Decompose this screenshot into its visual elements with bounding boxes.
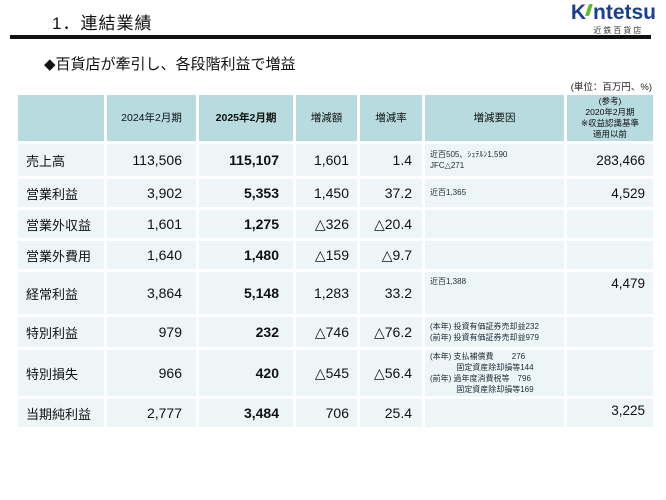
column-header-change: 増減額 (296, 95, 357, 141)
kintetsu-accent-icon (585, 4, 593, 16)
cell-change: 1,450 (296, 179, 357, 207)
cell-ref2020: 4,479 (567, 272, 653, 314)
cell-factors: 近百1,388 (425, 272, 564, 314)
cell-ref2020: 4,529 (567, 179, 653, 207)
column-header-blank (18, 95, 104, 141)
subtitle: ◆百貨店が牽引し、各段階利益で増益 (44, 56, 296, 73)
cell-factors: 近百505、ｼｭﾃﾙﾝ1,590 JFC△271 (425, 144, 564, 176)
row-label: 経常利益 (18, 272, 104, 314)
cell-fy2025: 420 (199, 350, 293, 396)
row-label: 営業外費用 (18, 241, 104, 269)
column-header-factors: 増減要因 (425, 95, 564, 141)
table-row-sales: 売上高 113,506 115,107 1,601 1.4 近百505、ｼｭﾃﾙ… (18, 144, 653, 176)
cell-change-rate: △9.7 (360, 241, 422, 269)
results-table: 2024年2月期 2025年2月期 増減額 増減率 増減要因 (参考) 2020… (15, 92, 656, 430)
cell-factors (425, 210, 564, 238)
table-row-non-operating-income: 営業外収益 1,601 1,275 △326 △20.4 (18, 210, 653, 238)
cell-factors (425, 241, 564, 269)
row-label: 当期純利益 (18, 399, 104, 427)
cell-factors: 近百1,365 (425, 179, 564, 207)
column-header-fy2024: 2024年2月期 (107, 95, 196, 141)
cell-change-rate: △20.4 (360, 210, 422, 238)
row-label: 特別損失 (18, 350, 104, 396)
cell-factors: (本年) 投資有価証券売却益232 (前年) 投資有価証券売却益979 (425, 317, 564, 347)
cell-ref2020: 283,466 (567, 144, 653, 176)
header-row: 2024年2月期 2025年2月期 増減額 増減率 増減要因 (参考) 2020… (18, 95, 653, 141)
cell-fy2025: 232 (199, 317, 293, 347)
row-label: 売上高 (18, 144, 104, 176)
cell-ref2020 (567, 317, 653, 347)
cell-change-rate: 1.4 (360, 144, 422, 176)
row-label: 営業利益 (18, 179, 104, 207)
row-label: 営業外収益 (18, 210, 104, 238)
cell-ref2020 (567, 241, 653, 269)
cell-fy2024: 979 (107, 317, 196, 347)
cell-fy2024: 1,640 (107, 241, 196, 269)
table-row-extraordinary-loss: 特別損失 966 420 △545 △56.4 (本年) 支払補償費 276 固… (18, 350, 653, 396)
unit-note: (単位：百万円、%) (570, 82, 652, 93)
cell-factors (425, 399, 564, 427)
cell-change: △326 (296, 210, 357, 238)
cell-ref2020 (567, 210, 653, 238)
cell-fy2025: 1,480 (199, 241, 293, 269)
table-row-operating-income: 営業利益 3,902 5,353 1,450 37.2 近百1,365 4,52… (18, 179, 653, 207)
page-title: 1．連結業績 (52, 14, 153, 33)
table-row-ordinary-income: 経常利益 3,864 5,148 1,283 33.2 近百1,388 4,47… (18, 272, 653, 314)
cell-fy2024: 1,601 (107, 210, 196, 238)
brand-rest: ntetsu (593, 1, 656, 24)
brand-k: K (570, 1, 586, 24)
cell-change-rate: △56.4 (360, 350, 422, 396)
cell-fy2025: 1,275 (199, 210, 293, 238)
cell-fy2025: 5,148 (199, 272, 293, 314)
cell-change-rate: 33.2 (360, 272, 422, 314)
cell-change: 1,601 (296, 144, 357, 176)
cell-change: △159 (296, 241, 357, 269)
header-rule (10, 35, 651, 39)
row-label: 特別利益 (18, 317, 104, 347)
table-row-extraordinary-income: 特別利益 979 232 △746 △76.2 (本年) 投資有価証券売却益23… (18, 317, 653, 347)
cell-change: △545 (296, 350, 357, 396)
company-name: 近鉄百貨店 (593, 26, 644, 36)
cell-change-rate: 37.2 (360, 179, 422, 207)
cell-fy2024: 113,506 (107, 144, 196, 176)
cell-ref2020: 3,225 (567, 399, 653, 427)
cell-change-rate: △76.2 (360, 317, 422, 347)
cell-change: 706 (296, 399, 357, 427)
cell-fy2025: 3,484 (199, 399, 293, 427)
cell-change: △746 (296, 317, 357, 347)
column-header-change-rate: 増減率 (360, 95, 422, 141)
table-row-net-income: 当期純利益 2,777 3,484 706 25.4 3,225 (18, 399, 653, 427)
cell-change: 1,283 (296, 272, 357, 314)
column-header-ref2020: (参考) 2020年2月期 ※収益認識基準 適用以前 (567, 95, 653, 141)
column-header-fy2025: 2025年2月期 (199, 95, 293, 141)
cell-fy2024: 2,777 (107, 399, 196, 427)
cell-fy2025: 115,107 (199, 144, 293, 176)
cell-fy2024: 3,902 (107, 179, 196, 207)
cell-change-rate: 25.4 (360, 399, 422, 427)
table-row-non-operating-expenses: 営業外費用 1,640 1,480 △159 △9.7 (18, 241, 653, 269)
cell-fy2024: 966 (107, 350, 196, 396)
cell-ref2020 (567, 350, 653, 396)
cell-factors: (本年) 支払補償費 276 固定資産除却損等144 (前年) 過年度消費税等 … (425, 350, 564, 396)
cell-fy2025: 5,353 (199, 179, 293, 207)
cell-fy2024: 3,864 (107, 272, 196, 314)
